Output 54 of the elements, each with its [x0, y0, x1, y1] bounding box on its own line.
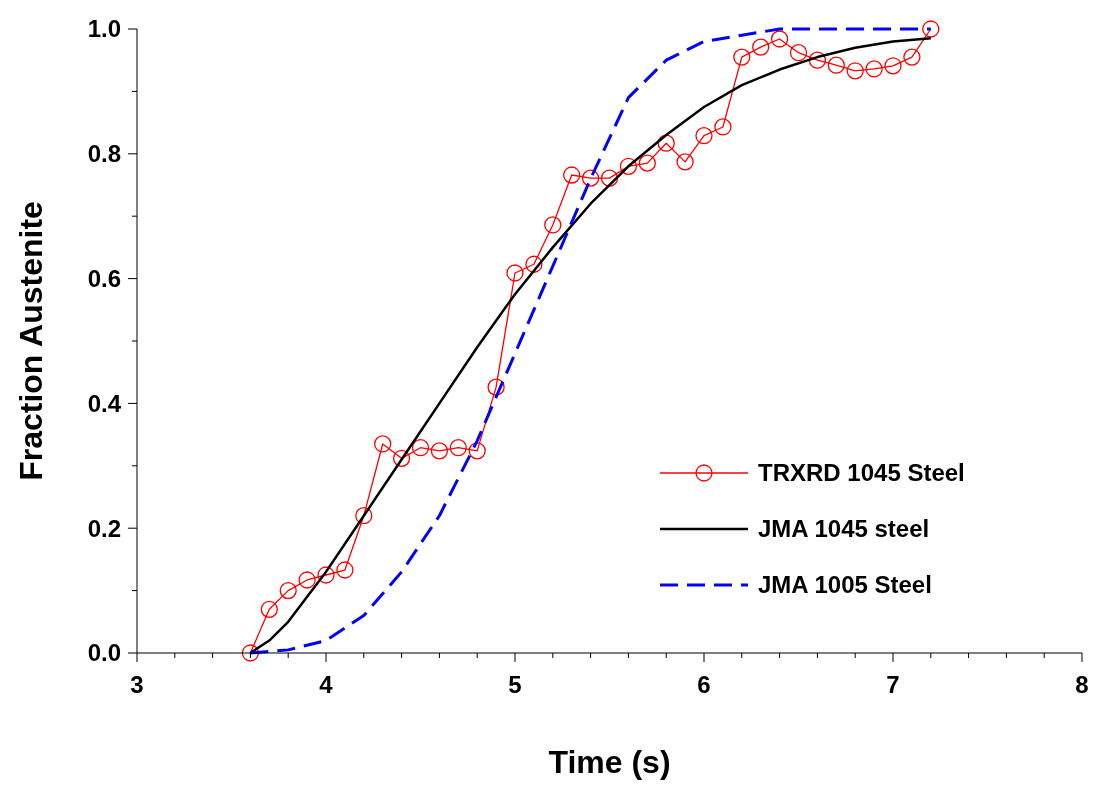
point: [355, 507, 373, 525]
x-tick-label: 7: [886, 671, 900, 698]
y-tick-label: 0.6: [87, 265, 121, 292]
point: [581, 169, 600, 187]
y-tick-label: 0.4: [87, 389, 122, 417]
point: [374, 435, 392, 453]
point: [336, 561, 354, 579]
x-tick-label: 4: [319, 671, 334, 698]
x-tick-label: 3: [130, 671, 144, 698]
point: [789, 44, 808, 62]
point: [770, 30, 789, 48]
point: [487, 378, 505, 396]
point: [241, 644, 260, 662]
point: [430, 442, 449, 460]
point: [695, 127, 713, 145]
point: [468, 442, 486, 460]
point: [657, 134, 675, 152]
point: [506, 264, 524, 282]
point: [525, 255, 543, 273]
point: [279, 581, 297, 600]
legend-label: JMA 1005 Steel: [758, 571, 932, 599]
legend-label: TRXRD 1045 Steel: [758, 459, 965, 487]
x-tick-label: 8: [1075, 671, 1089, 698]
point: [638, 154, 656, 172]
point: [884, 57, 902, 75]
legend-label: JMA 1045 steel: [758, 515, 930, 543]
y-tick-label: 0.8: [87, 140, 121, 168]
x-axis-title: Time (s): [548, 744, 671, 780]
point: [544, 216, 562, 234]
point: [449, 439, 467, 457]
point: [733, 48, 751, 66]
y-tick-label: 1.0: [87, 15, 121, 43]
point: [317, 566, 335, 584]
point: [619, 157, 638, 175]
point: [752, 38, 770, 56]
point: [846, 62, 864, 80]
y-axis-title: Fraction Austenite: [13, 201, 49, 481]
point: [600, 169, 619, 187]
point: [827, 56, 845, 74]
point: [260, 600, 278, 618]
point: [808, 51, 827, 69]
point: [676, 153, 694, 171]
point: [411, 439, 430, 457]
x-tick-label: 6: [697, 671, 711, 698]
x-tick-label: 5: [508, 671, 522, 698]
point: [714, 118, 732, 136]
point: [922, 20, 940, 38]
point: [563, 166, 581, 184]
point: [903, 48, 921, 66]
point: [392, 449, 411, 467]
y-tick-label: 0.2: [87, 514, 121, 542]
y-tick-label: 0.0: [87, 639, 121, 667]
point: [298, 571, 316, 589]
point: [865, 60, 883, 78]
